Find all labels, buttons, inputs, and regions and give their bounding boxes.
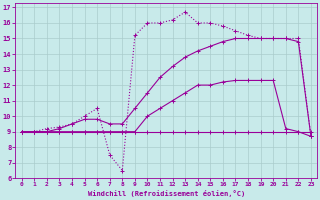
X-axis label: Windchill (Refroidissement éolien,°C): Windchill (Refroidissement éolien,°C)	[88, 190, 245, 197]
